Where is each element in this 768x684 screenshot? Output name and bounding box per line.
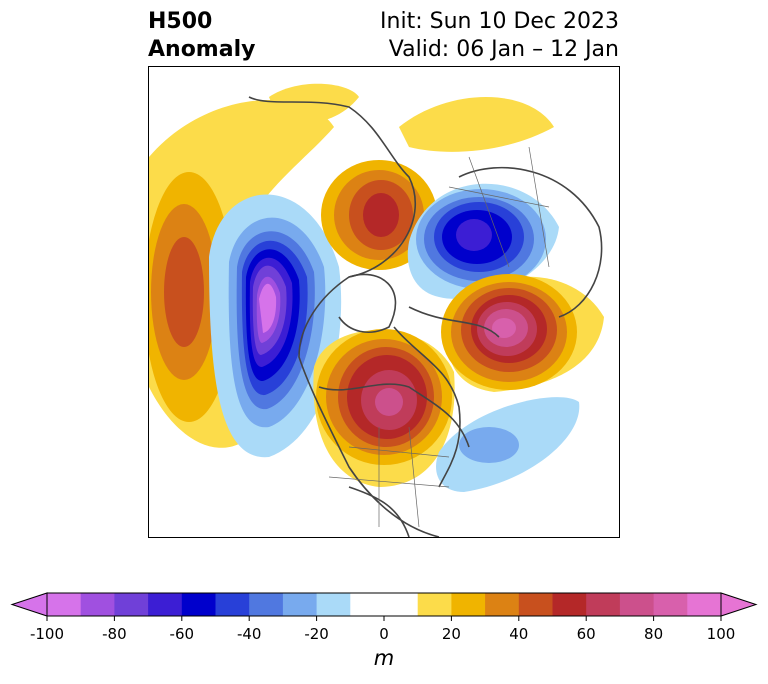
colorbar-segment xyxy=(653,593,688,616)
anomaly-canada-ridge xyxy=(313,329,455,487)
anomaly-north-ridge xyxy=(321,160,437,270)
colorbar-segment xyxy=(552,593,587,616)
anomaly-siberia-positive xyxy=(269,83,554,152)
coastlines xyxy=(248,96,603,537)
field-name: H500 xyxy=(148,9,213,34)
colorbar-tick-label: 100 xyxy=(706,625,736,643)
colorbar-tick-label: -20 xyxy=(304,625,329,643)
colorbar-segment xyxy=(384,593,419,616)
colorbar-segment xyxy=(282,593,318,616)
colorbar-extend-low xyxy=(10,592,48,617)
colorbar-segment xyxy=(687,593,722,616)
colorbar-tick-label: 40 xyxy=(509,625,529,643)
map-panel xyxy=(148,66,620,538)
colorbar-extend-high xyxy=(720,592,758,617)
valid-period: Valid: 06 Jan – 12 Jan xyxy=(388,37,619,62)
init-time: Init: Sun 10 Dec 2023 xyxy=(380,9,619,34)
colorbar-segment xyxy=(47,593,82,616)
anomaly-pacific-positive xyxy=(149,99,334,448)
colorbar-segment xyxy=(316,593,351,616)
colorbar-segment xyxy=(249,593,284,616)
colorbar-tick-label: -40 xyxy=(236,625,262,643)
colorbar-segment xyxy=(350,593,385,616)
colorbar-label: m xyxy=(373,646,395,670)
colorbar-segment xyxy=(485,593,520,616)
colorbar-tick-label: 0 xyxy=(379,625,389,643)
colorbar-tick-label: -100 xyxy=(29,625,65,643)
colorbar-segment xyxy=(181,593,216,616)
anomaly-atlantic-trough xyxy=(436,397,580,492)
colorbar-segment xyxy=(451,593,486,616)
colorbar-tick-label: 60 xyxy=(576,625,596,643)
anomaly-map xyxy=(149,67,619,537)
colorbar xyxy=(10,592,758,621)
field-type: Anomaly xyxy=(148,37,256,62)
anomaly-europe-trough xyxy=(407,183,559,299)
colorbar-segment xyxy=(148,593,183,616)
colorbar-segment xyxy=(417,593,452,616)
title-right: Init: Sun 10 Dec 2023 Valid: 06 Jan – 12… xyxy=(380,8,619,64)
colorbar-segment xyxy=(586,593,621,616)
political-borders xyxy=(328,146,550,528)
colorbar-tick-label: -80 xyxy=(102,625,127,643)
colorbar-segment xyxy=(215,593,250,616)
anomaly-west-trough xyxy=(209,194,342,458)
colorbar-segment xyxy=(518,593,553,616)
colorbar-tick-label: 80 xyxy=(644,625,664,643)
colorbar-tick-label: -60 xyxy=(169,625,195,643)
colorbar-tick-label: 20 xyxy=(441,625,461,643)
colorbar-segment xyxy=(80,593,115,616)
title-left: H500 Anomaly xyxy=(148,8,255,64)
colorbar-segment xyxy=(619,593,655,616)
colorbar-segment xyxy=(114,593,149,616)
anomaly-atlantic-ridge xyxy=(441,274,604,392)
